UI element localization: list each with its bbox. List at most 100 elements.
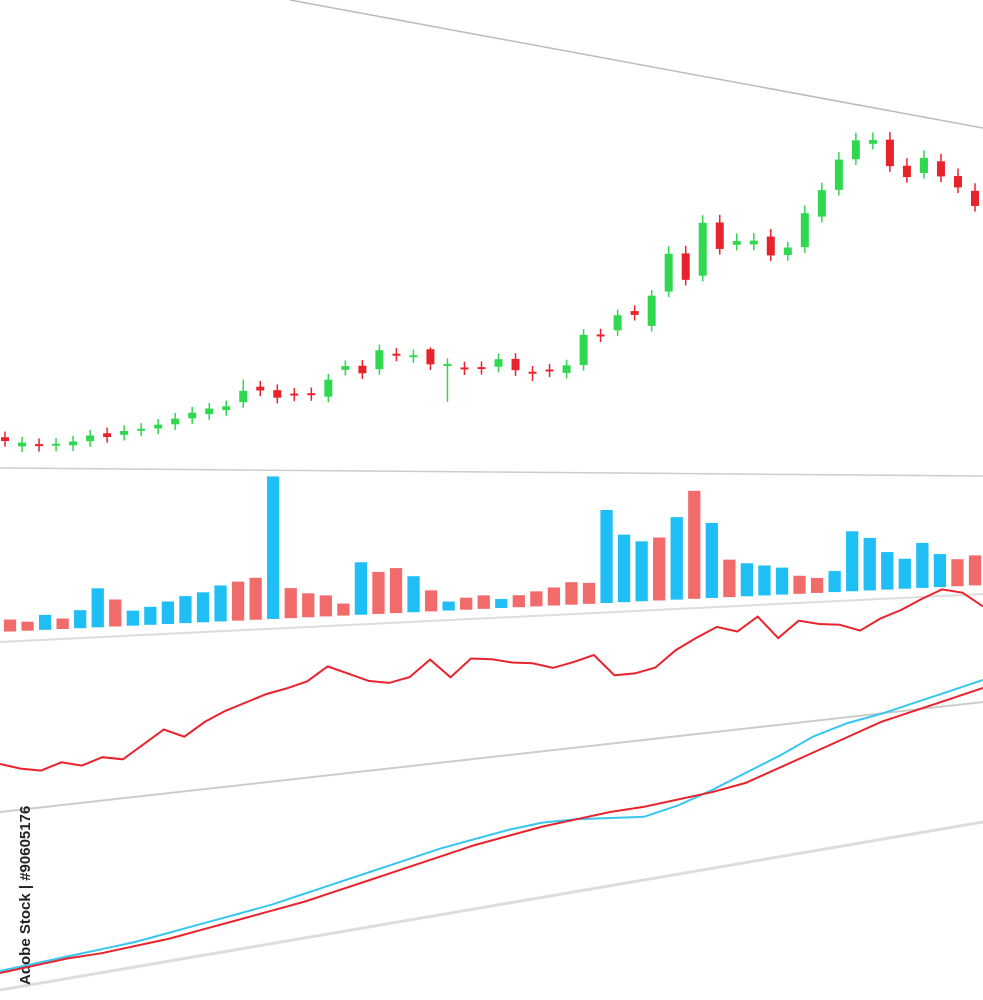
candle-body — [681, 253, 690, 280]
candle-body — [273, 390, 282, 398]
candle-body — [698, 222, 707, 276]
volume-bar — [495, 599, 508, 609]
candle-body — [664, 253, 673, 292]
candle-body — [307, 393, 316, 396]
volume-bar — [846, 531, 859, 592]
volume-bar — [354, 562, 368, 615]
indicator-line — [0, 687, 983, 974]
candle-body — [596, 334, 605, 337]
volume-bar — [582, 582, 596, 604]
candle-body — [171, 418, 180, 425]
candle-body — [69, 441, 78, 446]
candle-body — [936, 161, 945, 177]
candle-body — [477, 367, 486, 370]
volume-bar — [284, 588, 297, 619]
candle-body — [1, 437, 9, 442]
candle-body — [834, 159, 843, 190]
volume-bar — [319, 595, 332, 617]
indicator-line — [0, 679, 983, 972]
candle-body — [953, 176, 962, 188]
candle-body — [562, 365, 571, 373]
volume-bar — [337, 603, 350, 616]
candle-body — [120, 431, 129, 435]
volume-bar — [670, 517, 683, 600]
candle-body — [545, 369, 554, 372]
volume-bar — [460, 597, 473, 610]
candle-body — [103, 433, 112, 438]
volume-bar — [3, 619, 17, 632]
volume-bar — [653, 537, 666, 601]
candle-body — [647, 295, 656, 326]
volume-bar — [477, 595, 490, 609]
volume-bar — [302, 593, 315, 618]
candle-body — [919, 157, 928, 173]
candle-body — [239, 390, 248, 403]
volume-bar — [723, 559, 736, 598]
candle-body — [375, 350, 384, 370]
volume-bar — [161, 601, 175, 624]
volume-bar — [126, 610, 139, 626]
candle-body — [528, 371, 537, 374]
panel-border — [0, 701, 983, 813]
volume-bar — [38, 614, 52, 630]
volume-bar — [775, 567, 789, 595]
candle-body — [579, 334, 588, 366]
volume-bar — [617, 534, 631, 603]
candle-body — [341, 366, 350, 370]
candle-body — [868, 140, 877, 144]
candle-body — [137, 428, 146, 431]
volume-bar — [635, 541, 648, 602]
panel-border — [0, 820, 983, 992]
candle-body — [35, 444, 44, 447]
candle-body — [460, 367, 469, 370]
volume-bar — [249, 577, 262, 620]
candle-body — [511, 358, 520, 371]
volume-bar — [758, 565, 771, 596]
volume-bar — [705, 522, 718, 598]
volume-bar — [916, 542, 929, 588]
candle-body — [86, 435, 95, 442]
volume-bar — [530, 591, 543, 607]
panel-border — [289, 0, 983, 129]
volume-bar — [600, 509, 613, 603]
candle-body — [783, 247, 792, 256]
volume-bar — [56, 618, 69, 630]
volume-bar — [74, 610, 87, 629]
volume-bar — [828, 571, 841, 593]
volume-bar — [881, 552, 894, 590]
candle-body — [885, 139, 894, 167]
watermark: Adobe Stock | #90605176 — [17, 806, 34, 985]
candle-body — [358, 365, 367, 374]
candle-body — [52, 443, 61, 446]
candle-body — [290, 393, 299, 396]
candle-body — [426, 349, 435, 365]
volume-bar — [933, 554, 947, 588]
candle-body — [256, 386, 265, 391]
volume-bar — [565, 582, 578, 605]
candle-body — [732, 241, 741, 245]
candle-body — [800, 213, 809, 248]
volume-bar — [179, 596, 192, 624]
candle-body — [766, 236, 775, 256]
candle-body — [851, 140, 860, 160]
panel-border — [0, 467, 983, 477]
volume-bar — [389, 568, 403, 614]
volume-bar — [214, 585, 227, 622]
candle-body — [409, 355, 418, 358]
candle-body — [188, 412, 197, 419]
volume-bar — [407, 576, 420, 613]
candle-body — [205, 408, 214, 415]
candle-body — [902, 165, 911, 178]
volume-bar — [863, 537, 876, 591]
volume-bar — [810, 577, 824, 593]
volume-bar — [144, 606, 157, 625]
volume-bar — [547, 587, 561, 606]
candle-body — [443, 364, 452, 367]
volume-bar — [196, 592, 210, 623]
volume-bar — [372, 571, 385, 614]
volume-bar — [231, 581, 245, 621]
volume-bar — [424, 590, 438, 612]
volume-bar — [512, 595, 525, 608]
candle-body — [154, 424, 163, 429]
